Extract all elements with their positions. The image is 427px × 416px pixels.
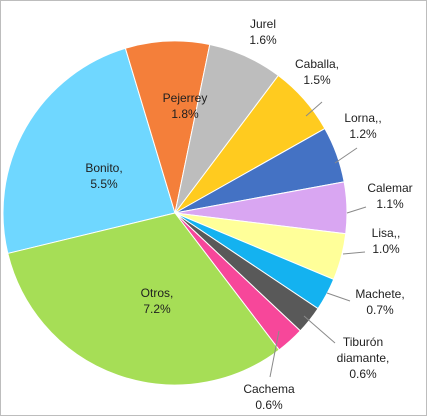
slice-label: Machete, 0.7% <box>355 287 404 317</box>
slice-label: Pejerrey 1.8% <box>163 91 208 121</box>
slice-label: Caballa, 1.5% <box>295 57 339 87</box>
slice-label: Jurel 1.6% <box>249 17 277 47</box>
pie-slices <box>2 40 348 386</box>
slice-label: Bonito, 5.5% <box>85 161 122 191</box>
slice-labels: Bonito, 5.5% Pejerrey 1.8% Jurel 1.6% Caballa,… <box>85 17 412 412</box>
leader-line <box>303 315 336 344</box>
leader-line <box>269 330 280 378</box>
pie-slice <box>2 47 176 255</box>
leader-line <box>346 206 367 214</box>
leader-line <box>305 101 323 117</box>
slice-label: Tiburón diamante, 0.6% <box>337 335 390 381</box>
leader-line <box>326 292 351 302</box>
slice-label: Calemar 1.1% <box>367 181 412 211</box>
leader-line <box>342 251 366 255</box>
pie-slice <box>7 212 280 386</box>
leader-line <box>334 147 358 164</box>
leader-lines <box>269 101 367 378</box>
slice-label: Lorna,, 1.2% <box>344 111 381 141</box>
slice-label: Cachema 0.6% <box>243 382 295 412</box>
slice-label: Otros, 7.2% <box>141 286 174 316</box>
slice-label: Lisa,, 1.0% <box>372 226 401 256</box>
